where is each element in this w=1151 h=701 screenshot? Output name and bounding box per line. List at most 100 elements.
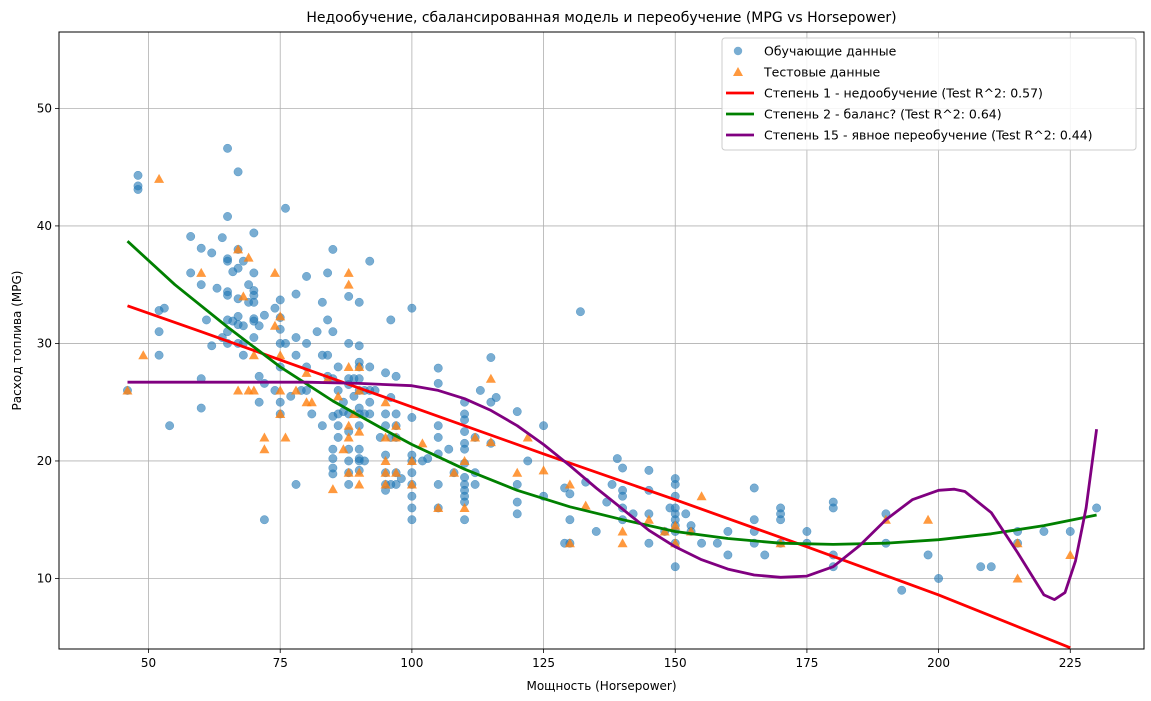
- legend-box: [721, 37, 1137, 151]
- y-axis-label: Расход топлива (MPG): [10, 271, 24, 411]
- train-point: [354, 297, 364, 307]
- train-point: [317, 297, 327, 307]
- train-point: [433, 378, 443, 388]
- test-point: [459, 455, 470, 465]
- test-point: [327, 484, 338, 494]
- train-point: [333, 362, 343, 372]
- train-point: [923, 550, 933, 560]
- train-point: [186, 232, 196, 241]
- train-point: [207, 341, 217, 351]
- train-point: [328, 244, 338, 254]
- train-point: [154, 350, 164, 360]
- train-point: [723, 527, 733, 536]
- plot-area: [122, 143, 1102, 649]
- train-point: [233, 167, 243, 177]
- train-point: [539, 421, 549, 431]
- train-point: [697, 538, 707, 548]
- train-point: [223, 256, 232, 266]
- test-point: [391, 467, 402, 477]
- train-point: [281, 338, 290, 348]
- test-point: [564, 538, 575, 548]
- train-point: [407, 491, 417, 501]
- y-tick-label: 10: [37, 571, 52, 585]
- test-point: [269, 267, 280, 277]
- test-point: [1065, 549, 1076, 559]
- train-point: [470, 480, 480, 489]
- test-point: [343, 361, 354, 371]
- legend-entry-label: Обучающие данные: [764, 44, 897, 59]
- train-point: [512, 407, 522, 417]
- train-point: [291, 350, 301, 360]
- train-point: [391, 371, 401, 381]
- x-tick-label: 200: [927, 656, 950, 670]
- train-point: [575, 307, 585, 317]
- test-point: [391, 420, 402, 430]
- test-point: [380, 397, 391, 407]
- train-point: [512, 497, 522, 507]
- train-point: [254, 371, 264, 381]
- x-axis-label: Мощность (Horsepower): [526, 679, 676, 693]
- train-point: [196, 243, 206, 253]
- test-point: [512, 467, 523, 477]
- degree-1-line: [127, 304, 1071, 649]
- train-point: [333, 433, 343, 442]
- x-tick-label: 75: [273, 656, 288, 670]
- train-point: [491, 393, 501, 402]
- train-point: [433, 433, 443, 442]
- train-point: [223, 212, 232, 221]
- chart-title: Недообучение, сбалансированная модель и …: [306, 10, 896, 26]
- train-point: [317, 421, 327, 431]
- train-point: [986, 562, 996, 572]
- x-tick-label: 175: [795, 656, 818, 670]
- train-point: [291, 480, 301, 489]
- train-point: [360, 456, 369, 466]
- train-point: [344, 456, 354, 466]
- x-tick-label: 125: [532, 656, 555, 670]
- test-point: [659, 526, 670, 536]
- test-point: [406, 479, 417, 489]
- test-point: [259, 444, 270, 454]
- test-point: [538, 465, 549, 475]
- test-point: [380, 479, 391, 489]
- axis-ticks: 50 75 100 125 150 175 200 225 10 20 30 40 50: [37, 101, 1082, 670]
- train-point: [749, 483, 759, 493]
- train-point: [433, 421, 443, 431]
- test-point: [354, 479, 365, 489]
- train-point: [281, 203, 290, 213]
- test-point: [343, 267, 354, 277]
- train-point: [670, 480, 680, 489]
- train-point: [460, 515, 470, 525]
- train-point: [644, 465, 654, 475]
- legend: Обучающие данные Тестовые данные Степень 1…: [721, 37, 1137, 151]
- train-point: [523, 456, 533, 466]
- train-point: [486, 353, 496, 362]
- train-point: [407, 515, 417, 525]
- train-point: [223, 143, 232, 153]
- legend-entry-label: Степень 2 - баланс? (Test R^2: 0.64): [764, 107, 1002, 122]
- test-point: [243, 252, 254, 262]
- legend-entry-label: Тестовые данные: [763, 65, 881, 80]
- test-point: [354, 426, 365, 436]
- plot-frame: [58, 31, 1145, 650]
- legend-test-marker: [733, 67, 743, 76]
- test-point: [522, 432, 533, 442]
- train-point: [233, 263, 243, 273]
- train-point: [444, 444, 454, 454]
- test-point: [670, 520, 681, 530]
- train-point: [249, 228, 259, 238]
- train-point: [423, 454, 433, 464]
- train-point: [460, 415, 470, 425]
- test-point: [154, 173, 165, 183]
- train-point: [381, 409, 391, 419]
- test-point: [338, 444, 349, 454]
- test-point: [564, 479, 575, 489]
- train-point: [365, 397, 375, 407]
- train-point: [344, 338, 354, 348]
- train-point: [333, 421, 343, 431]
- train-point: [249, 268, 259, 278]
- test-point: [291, 385, 302, 395]
- train-point: [433, 480, 443, 489]
- test-point: [301, 367, 312, 377]
- test-point: [196, 267, 207, 277]
- test-point: [275, 350, 286, 360]
